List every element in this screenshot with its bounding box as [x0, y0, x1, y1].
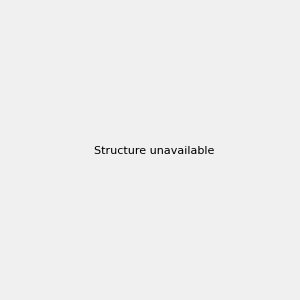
- Text: Structure unavailable: Structure unavailable: [94, 146, 214, 157]
